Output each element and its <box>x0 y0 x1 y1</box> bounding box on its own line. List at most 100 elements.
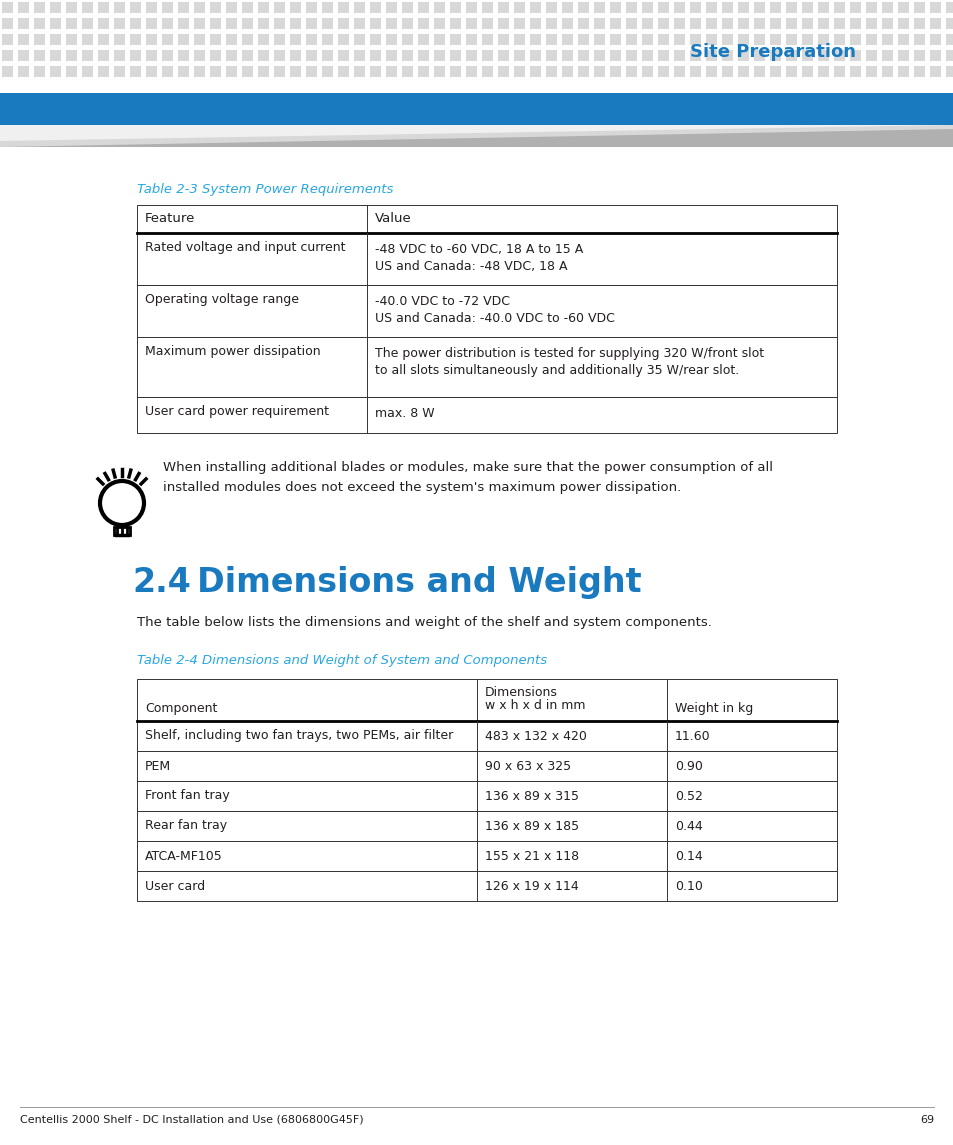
Bar <box>0 125 953 147</box>
Bar <box>945 66 953 77</box>
Bar <box>162 66 172 77</box>
Bar <box>833 34 844 45</box>
Text: Front fan tray: Front fan tray <box>145 790 230 803</box>
Bar <box>530 66 540 77</box>
Bar <box>370 34 380 45</box>
Bar <box>137 721 836 751</box>
Bar <box>497 18 509 29</box>
Bar <box>801 34 812 45</box>
Bar <box>849 66 861 77</box>
Bar <box>306 18 316 29</box>
Bar <box>673 34 684 45</box>
Text: installed modules does not exceed the system's maximum power dissipation.: installed modules does not exceed the sy… <box>163 481 680 493</box>
Bar <box>0 93 953 125</box>
Bar <box>530 2 540 13</box>
Bar <box>337 50 349 61</box>
Bar <box>434 34 444 45</box>
Bar <box>817 66 828 77</box>
Bar <box>738 34 748 45</box>
Text: w x h x d in mm: w x h x d in mm <box>484 698 585 712</box>
Bar <box>689 34 700 45</box>
Bar <box>34 34 45 45</box>
Bar <box>274 2 285 13</box>
Bar <box>257 34 269 45</box>
Bar <box>66 2 77 13</box>
Bar <box>306 50 316 61</box>
Bar <box>306 2 316 13</box>
Bar <box>481 66 493 77</box>
Bar <box>785 34 796 45</box>
Bar <box>98 2 109 13</box>
Bar <box>658 18 668 29</box>
Bar <box>66 66 77 77</box>
Bar <box>2 2 13 13</box>
Text: 0.14: 0.14 <box>675 850 702 862</box>
Bar <box>162 34 172 45</box>
Bar <box>417 2 429 13</box>
Bar <box>130 50 141 61</box>
Bar <box>18 2 29 13</box>
Bar <box>193 66 205 77</box>
Bar <box>290 50 301 61</box>
Bar <box>146 2 157 13</box>
Bar <box>625 18 637 29</box>
Bar <box>370 66 380 77</box>
Bar <box>609 66 620 77</box>
Bar <box>865 34 876 45</box>
Bar <box>2 34 13 45</box>
Bar <box>497 2 509 13</box>
Bar <box>226 2 236 13</box>
Bar <box>753 66 764 77</box>
Bar <box>497 50 509 61</box>
Bar <box>370 50 380 61</box>
Text: 0.52: 0.52 <box>675 790 702 803</box>
Text: 90 x 63 x 325: 90 x 63 x 325 <box>484 759 571 773</box>
Bar <box>929 66 940 77</box>
Bar <box>658 50 668 61</box>
Bar <box>137 337 836 397</box>
Bar <box>401 34 413 45</box>
Bar <box>514 2 524 13</box>
Text: -48 VDC to -60 VDC, 18 A to 15 A: -48 VDC to -60 VDC, 18 A to 15 A <box>375 243 582 256</box>
Bar <box>833 50 844 61</box>
Bar <box>130 18 141 29</box>
Bar <box>945 50 953 61</box>
Bar <box>178 2 189 13</box>
Bar <box>50 2 61 13</box>
Text: max. 8 W: max. 8 W <box>375 406 435 420</box>
Bar <box>354 50 365 61</box>
Text: Centellis 2000 Shelf - DC Installation and Use (6806800G45F): Centellis 2000 Shelf - DC Installation a… <box>20 1115 363 1126</box>
Text: The table below lists the dimensions and weight of the shelf and system componen: The table below lists the dimensions and… <box>137 616 711 629</box>
Bar <box>401 2 413 13</box>
Bar <box>578 2 588 13</box>
Bar <box>98 34 109 45</box>
Bar <box>514 50 524 61</box>
Bar <box>673 18 684 29</box>
Bar <box>594 18 604 29</box>
Bar <box>689 66 700 77</box>
Bar <box>130 2 141 13</box>
Bar <box>561 2 573 13</box>
Bar <box>354 2 365 13</box>
Bar <box>50 34 61 45</box>
Bar <box>849 2 861 13</box>
Text: US and Canada: -48 VDC, 18 A: US and Canada: -48 VDC, 18 A <box>375 260 567 273</box>
Bar <box>561 34 573 45</box>
Bar <box>673 2 684 13</box>
Text: Dimensions: Dimensions <box>484 686 558 698</box>
Bar <box>913 66 924 77</box>
Bar <box>641 50 652 61</box>
Bar <box>738 18 748 29</box>
Text: 155 x 21 x 118: 155 x 21 x 118 <box>484 850 578 862</box>
Bar <box>849 50 861 61</box>
Bar <box>545 50 557 61</box>
Bar <box>337 34 349 45</box>
Bar <box>113 66 125 77</box>
Bar <box>18 18 29 29</box>
Text: 126 x 19 x 114: 126 x 19 x 114 <box>484 879 578 892</box>
Bar <box>290 2 301 13</box>
Bar <box>210 34 221 45</box>
Bar <box>641 2 652 13</box>
Bar <box>753 18 764 29</box>
Bar <box>66 18 77 29</box>
